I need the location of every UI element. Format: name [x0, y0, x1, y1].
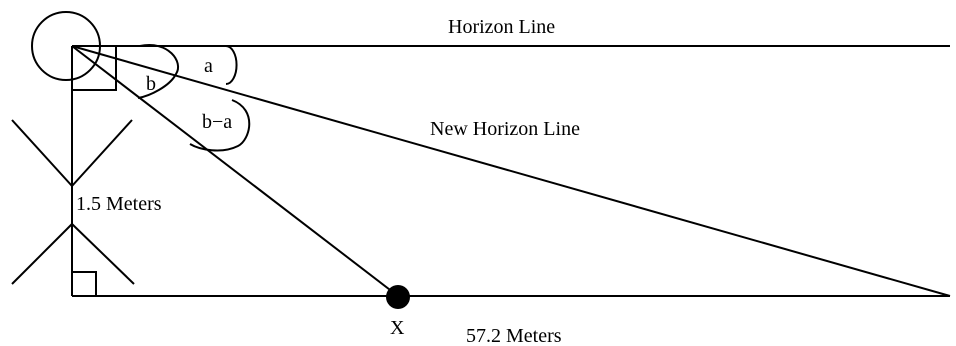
- new-horizon-line-label: New Horizon Line: [430, 118, 580, 140]
- angle-b-minus-a-label: b−a: [202, 111, 232, 133]
- figure-leg-right: [71, 223, 135, 285]
- angle-arc-b: [137, 43, 179, 99]
- angle-a-label: a: [204, 55, 213, 77]
- angle-arc-a: [225, 45, 238, 85]
- point-x-marker: [386, 285, 410, 309]
- right-angle-top: [72, 46, 117, 91]
- sight-line-to-x: [71, 45, 399, 297]
- right-angle-bottom: [72, 271, 97, 296]
- angle-b-label: b: [146, 73, 156, 95]
- figure-leg-left: [11, 223, 73, 285]
- figure-arm-left: [11, 119, 73, 187]
- figure-arm-right: [71, 119, 133, 187]
- height-label: 1.5 Meters: [76, 193, 162, 215]
- distance-label: 57.2 Meters: [466, 325, 562, 346]
- angle-arc-b-minus-a: [189, 99, 251, 152]
- horizon-line-label: Horizon Line: [448, 16, 555, 38]
- new-horizon-line: [71, 45, 951, 297]
- point-x-label: X: [390, 317, 405, 339]
